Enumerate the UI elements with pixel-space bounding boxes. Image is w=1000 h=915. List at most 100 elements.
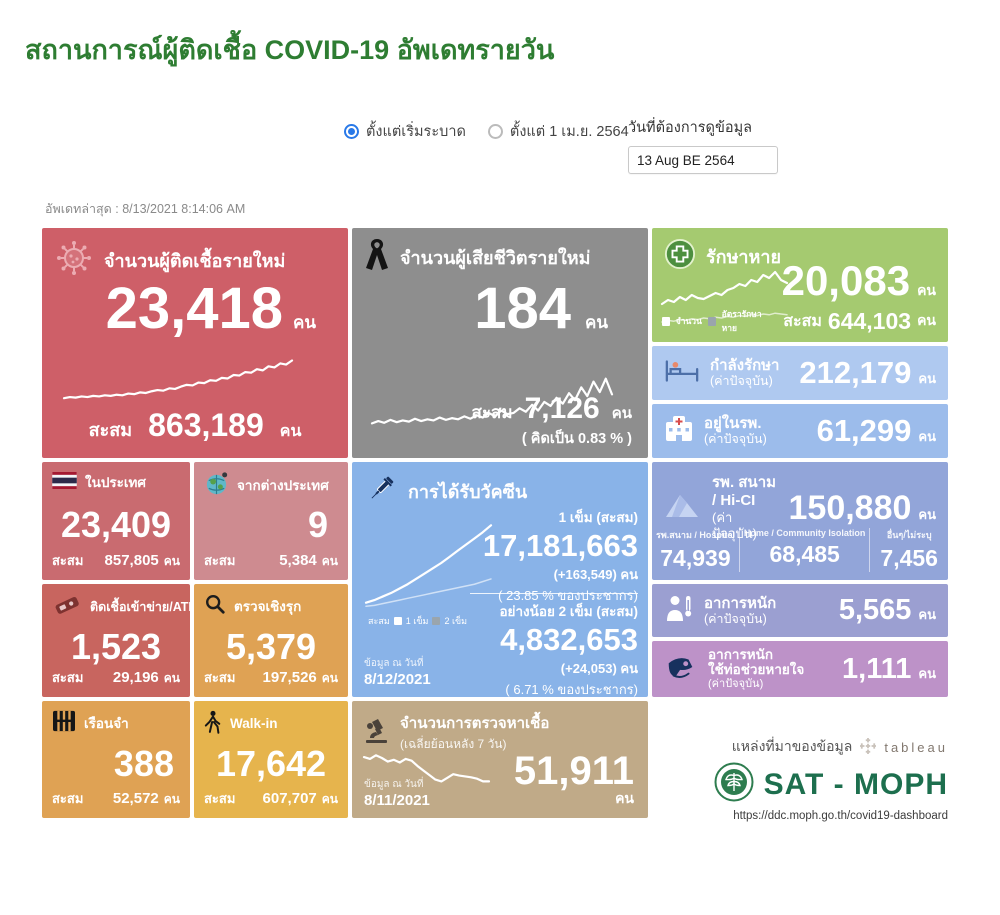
ventilator-icon — [664, 654, 698, 685]
new-cases-sparkline — [64, 346, 292, 404]
tableau-icon — [859, 737, 878, 757]
domestic-cumulative: 857,805 — [104, 552, 159, 569]
card-title: อาการหนัก — [708, 647, 773, 663]
radio-selected-icon[interactable] — [344, 124, 359, 139]
sat-moph-wordmark: SAT - MOPH — [763, 767, 948, 801]
magnifier-icon — [204, 593, 226, 618]
cumulative-unit: คน — [163, 671, 180, 685]
source-url[interactable]: https://ddc.moph.go.th/covid19-dashboard — [733, 810, 948, 822]
cumulative-unit: คน — [163, 554, 180, 568]
cumulative-label: สะสม — [52, 791, 84, 806]
abroad-cumulative: 5,384 — [279, 552, 317, 569]
date-picker-label: วันที่ต้องการดูข้อมูล — [628, 120, 753, 136]
page-title: สถานการณ์ผู้ติดเชื้อ COVID-19 อัพเดทรายว… — [25, 35, 555, 65]
atk-cumulative: 29,196 — [112, 669, 159, 686]
field-hospital-value: 150,880 — [788, 488, 912, 527]
source-label: แหล่งที่มาของข้อมูล — [731, 738, 853, 754]
cumulative-unit: คน — [611, 405, 632, 422]
legend-rate-swatch — [707, 316, 716, 326]
recovered-unit: คน — [917, 282, 936, 298]
thai-flag-icon — [52, 472, 77, 492]
card-proactive: ตรวจเชิงรุก 5,379 สะสม 197,526 คน — [194, 584, 348, 697]
card-title: รักษาหาย — [706, 247, 782, 267]
dose2-percent: ( 6.71 % ของประชากร) — [505, 681, 638, 697]
ribbon-icon — [364, 238, 390, 277]
moph-seal-icon — [714, 762, 754, 807]
dose1-value: 17,181,663 — [482, 528, 638, 563]
card-title: จำนวนผู้ติดเชื้อรายใหม่ — [104, 251, 286, 271]
tests-value: 51,911 — [513, 749, 634, 793]
cumulative-unit: คน — [163, 792, 180, 806]
card-recovered: รักษาหาย 20,083 คน จำนวน อัตรารักษาหาย ส… — [652, 228, 948, 342]
date-input[interactable] — [628, 146, 778, 174]
deaths-unit: คน — [585, 313, 608, 332]
cumulative-unit: คน — [321, 554, 338, 568]
vaccine-legend-dose1: 1 เข็ม — [405, 616, 429, 626]
ventilator-unit: คน — [918, 665, 936, 681]
virus-icon — [54, 238, 94, 283]
tests-asof-date: 8/11/2021 — [364, 791, 430, 809]
fh-breakdown-other: อื่นๆ/ไม่ระบุ 7,456 — [869, 528, 948, 572]
radio-since-start[interactable]: ตั้งแต่เริ่มระบาด — [344, 120, 466, 143]
radio-since-april[interactable]: ตั้งแต่ 1 เม.ย. 2564 — [487, 120, 629, 143]
recovered-value: 20,083 — [781, 257, 911, 304]
walkin-value: 17,642 — [215, 743, 327, 784]
vaccine-legend-cum-label: สะสม — [368, 616, 390, 626]
new-cases-cumulative: 863,189 — [148, 407, 264, 443]
cumulative-unit: คน — [279, 423, 302, 440]
prison-cumulative: 52,572 — [112, 790, 159, 807]
radio-unselected-icon[interactable] — [487, 124, 503, 139]
cumulative-label: สะสม — [783, 312, 822, 330]
fh-label: Home / Community Isolation — [743, 528, 866, 538]
cumulative-label: สะสม — [52, 553, 84, 568]
card-title-2: ใช้ท่อช่วยหายใจ — [708, 661, 805, 677]
patient-icon — [664, 594, 694, 627]
cumulative-label: สะสม — [88, 420, 133, 440]
period-radio-group: ตั้งแต่เริ่มระบาด ตั้งแต่ 1 เม.ย. 2564 — [344, 120, 629, 143]
card-title: การได้รับวัคซีน — [408, 482, 528, 502]
recovered-cumulative: 644,103 — [827, 307, 912, 334]
legend-count-label: จำนวน — [675, 316, 702, 326]
prison-bars-icon — [52, 710, 76, 735]
fh-breakdown-hospitel: รพ.สนาม / Hospitel 74,939 — [652, 528, 739, 572]
fh-value: 7,456 — [880, 545, 938, 571]
card-title: กำลังรักษา — [710, 357, 780, 375]
legend-count-swatch — [662, 316, 670, 326]
card-vaccine: การได้รับวัคซีน สะสม 1 เข็ม 2 เข็ม 1 เข็… — [352, 462, 648, 697]
deaths-value: 184 — [474, 276, 571, 341]
card-title: ติดเชื้อเข้าข่าย/ATK — [90, 599, 190, 614]
card-title: เรือนจำ — [84, 715, 129, 731]
atk-test-kit-icon — [52, 593, 82, 620]
card-title: Walk-in — [230, 716, 278, 731]
treating-value: 212,179 — [799, 355, 912, 390]
tableau-wordmark: tableau — [884, 739, 948, 755]
dose1-percent: ( 23.85 % ของประชากร) — [498, 587, 638, 603]
proactive-cumulative: 197,526 — [262, 669, 317, 686]
card-title: ในประเทศ — [85, 475, 146, 490]
in-hospital-unit: คน — [918, 429, 936, 444]
card-deaths: จำนวนผู้เสียชีวิตรายใหม่ 184 คน สะสม 7,1… — [352, 228, 648, 458]
fh-value: 74,939 — [660, 545, 731, 571]
data-source-block: แหล่งที่มาของข้อมูล tableau — [600, 736, 948, 822]
cumulative-unit: คน — [321, 671, 338, 685]
card-severe: อาการหนัก (ค่าปัจจุบัน) 5,565 คน — [652, 584, 948, 637]
tests-unit: คน — [615, 790, 634, 806]
card-subtitle: (ค่าปัจจุบัน) — [704, 611, 767, 626]
card-subtitle: (ค่าปัจจุบัน) — [704, 432, 767, 447]
cumulative-label: สะสม — [204, 670, 236, 685]
cumulative-label: สะสม — [204, 791, 236, 806]
ventilator-value: 1,111 — [842, 652, 912, 685]
card-in-hospital: อยู่ในรพ. (ค่าปัจจุบัน) 61,299 คน — [652, 404, 948, 458]
dose2-label: อย่างน้อย 2 เข็ม (สะสม) — [499, 604, 638, 619]
hospital-bed-icon — [664, 358, 700, 389]
dose2-value: 4,832,653 — [500, 622, 638, 657]
radio-since-start-label: ตั้งแต่เริ่มระบาด — [366, 124, 466, 140]
cumulative-unit: คน — [917, 312, 936, 328]
card-new-cases: จำนวนผู้ติดเชื้อรายใหม่ 23,418 คน สะสม 8… — [42, 228, 348, 458]
severe-value: 5,565 — [838, 594, 912, 626]
vaccine-legend-dose2: 2 เข็ม — [444, 616, 468, 626]
card-title: จำนวนการตรวจหาเชื้อ — [400, 715, 550, 732]
cumulative-label: สะสม — [204, 553, 236, 568]
deaths-cumulative: 7,126 — [524, 392, 600, 425]
radio-since-april-label: ตั้งแต่ 1 เม.ย. 2564 — [509, 124, 629, 140]
